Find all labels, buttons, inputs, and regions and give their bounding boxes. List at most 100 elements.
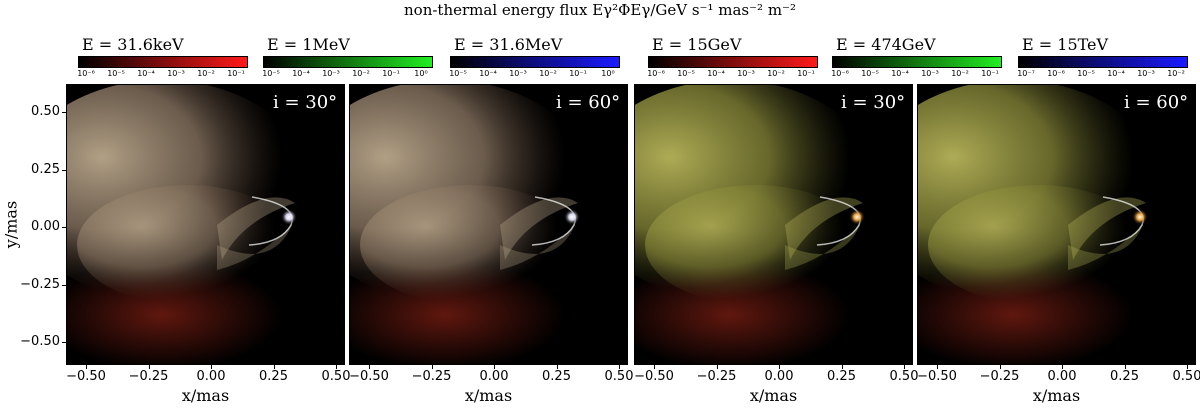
- x-tick-mark: [904, 365, 905, 369]
- colorbar-tick-label: 10⁻¹: [569, 69, 587, 78]
- x-tick-mark: [336, 365, 337, 369]
- colorbar-tick-label: 10⁻²: [352, 69, 370, 78]
- x-tick-label: 0.00: [479, 369, 509, 384]
- colorbar-tick-label: 10⁻⁶: [647, 69, 665, 78]
- colorbar-tick-label: 10⁻²: [951, 69, 969, 78]
- colorbar-tick-label: 10⁻⁴: [137, 69, 155, 78]
- apex-hotspot: [849, 209, 865, 225]
- colorbar-gradient: [832, 56, 1002, 68]
- bow-shock-upper: [785, 197, 863, 260]
- colorbar-label: E = 1MeV: [267, 35, 350, 54]
- colorbar-tick-label: 10⁻⁶: [77, 69, 95, 78]
- colorbar-tick-label: 10⁻⁴: [292, 69, 310, 78]
- x-tick-label: −0.25: [696, 369, 737, 384]
- bow-shock-lower: [785, 225, 860, 270]
- x-tick-mark: [779, 365, 780, 369]
- mid-emission-cloud: [645, 185, 865, 305]
- x-tick-mark: [556, 365, 558, 369]
- x-tick-label: 0.25: [259, 369, 288, 384]
- colorbar-tick-label: 10⁻⁵: [861, 69, 879, 78]
- figure-title: non-thermal energy flux Eγ²ΦEγ/GeV s⁻¹ m…: [404, 1, 796, 19]
- x-tick-label: 0.25: [827, 369, 856, 384]
- colorbar-gradient: [1018, 56, 1188, 68]
- emission-map: [350, 85, 595, 364]
- y-tick-label: −0.50: [20, 334, 60, 349]
- colorbar-tick-label: 10⁻⁴: [1107, 69, 1125, 78]
- x-tick-mark: [1187, 365, 1188, 369]
- x-axis-label: x/mas: [464, 386, 513, 405]
- inclination-label: i = 60°: [556, 92, 621, 113]
- x-tick-mark: [841, 365, 843, 369]
- colorbar-tick-label: 10⁻⁵: [262, 69, 280, 78]
- image-panel: [349, 84, 628, 365]
- y-tick-mark: [62, 227, 66, 228]
- colorbar-tick-label: 10⁻⁴: [891, 69, 909, 78]
- y-tick-mark: [62, 284, 66, 286]
- colorbar-tick-label: 10⁻¹: [382, 69, 400, 78]
- x-tick-mark: [148, 365, 150, 369]
- colorbar-gradient: [78, 56, 248, 68]
- x-tick-label: −0.50: [917, 369, 957, 384]
- x-tick-mark: [716, 365, 718, 369]
- colorbar-tick-label: 10⁻¹: [797, 69, 815, 78]
- x-tick-label: 0.25: [542, 369, 571, 384]
- x-tick-mark: [369, 365, 370, 369]
- y-axis-label: y/mas: [1, 200, 21, 249]
- x-tick-label: 0.00: [764, 369, 794, 384]
- colorbar-tick-label: 10⁻²: [767, 69, 785, 78]
- x-axis-label: x/mas: [749, 386, 798, 405]
- y-tick-label: −0.25: [20, 276, 60, 292]
- mid-emission-cloud: [360, 185, 580, 305]
- colorbar-tick-label: 10⁻⁴: [707, 69, 725, 78]
- colorbar-gradient: [263, 56, 433, 68]
- x-tick-mark: [1062, 365, 1063, 369]
- colorbar-tick-label: 10⁰: [601, 69, 615, 78]
- colorbar-label: E = 15GeV: [652, 35, 742, 54]
- emission-map: [918, 85, 1163, 364]
- bow-shock-lower: [500, 225, 575, 270]
- x-tick-label: 0.00: [196, 369, 226, 384]
- x-tick-mark: [937, 365, 938, 369]
- colorbar-tick-label: 10⁻³: [322, 69, 340, 78]
- inclination-label: i = 60°: [1124, 92, 1189, 113]
- bow-shock-lower: [217, 225, 292, 270]
- mid-emission-cloud: [928, 185, 1148, 305]
- x-tick-mark: [211, 365, 212, 369]
- bow-shock-upper: [1068, 197, 1146, 260]
- bow-shock-upper: [500, 197, 578, 260]
- colorbar-tick-label: 10⁻⁴: [479, 69, 497, 78]
- apex-hotspot: [564, 209, 580, 225]
- colorbar-tick-label: 10⁻³: [921, 69, 939, 78]
- y-tick-mark: [62, 112, 66, 113]
- x-tick-mark: [1124, 365, 1126, 369]
- x-tick-label: 0.50: [604, 369, 634, 384]
- x-tick-label: −0.25: [979, 369, 1020, 384]
- x-tick-label: 0.25: [1110, 369, 1139, 384]
- x-tick-mark: [999, 365, 1001, 369]
- colorbar-tick-label: 10⁻⁵: [449, 69, 467, 78]
- colorbar-label: E = 474GeV: [836, 35, 936, 54]
- emission-map: [67, 85, 312, 364]
- colorbar-tick-label: 10⁻¹: [227, 69, 245, 78]
- x-tick-mark: [273, 365, 275, 369]
- colorbar-label: E = 15TeV: [1022, 35, 1109, 54]
- colorbar-tick-label: 10⁻²: [197, 69, 215, 78]
- y-tick-label: 0.50: [31, 104, 60, 119]
- bow-shock-lower: [1068, 225, 1143, 270]
- y-tick-label: 0.00: [31, 219, 60, 234]
- x-tick-label: 0.50: [1172, 369, 1200, 384]
- x-axis-label: x/mas: [181, 386, 230, 405]
- x-tick-mark: [619, 365, 620, 369]
- emission-map: [635, 85, 880, 364]
- colorbar-tick-label: 10⁻⁵: [107, 69, 125, 78]
- bow-shock-arc: [248, 196, 293, 246]
- colorbar-tick-label: 10⁻⁷: [1017, 69, 1035, 78]
- colorbar-tick-label: 10⁻⁵: [1077, 69, 1095, 78]
- image-panel: [917, 84, 1196, 365]
- colorbar-tick-label: 10⁰: [414, 69, 428, 78]
- colorbar-tick-label: 10⁻¹: [981, 69, 999, 78]
- x-tick-label: −0.25: [128, 369, 169, 384]
- image-panel: [66, 84, 345, 365]
- colorbar-tick-label: 10⁻³: [1137, 69, 1155, 78]
- x-tick-label: −0.25: [411, 369, 452, 384]
